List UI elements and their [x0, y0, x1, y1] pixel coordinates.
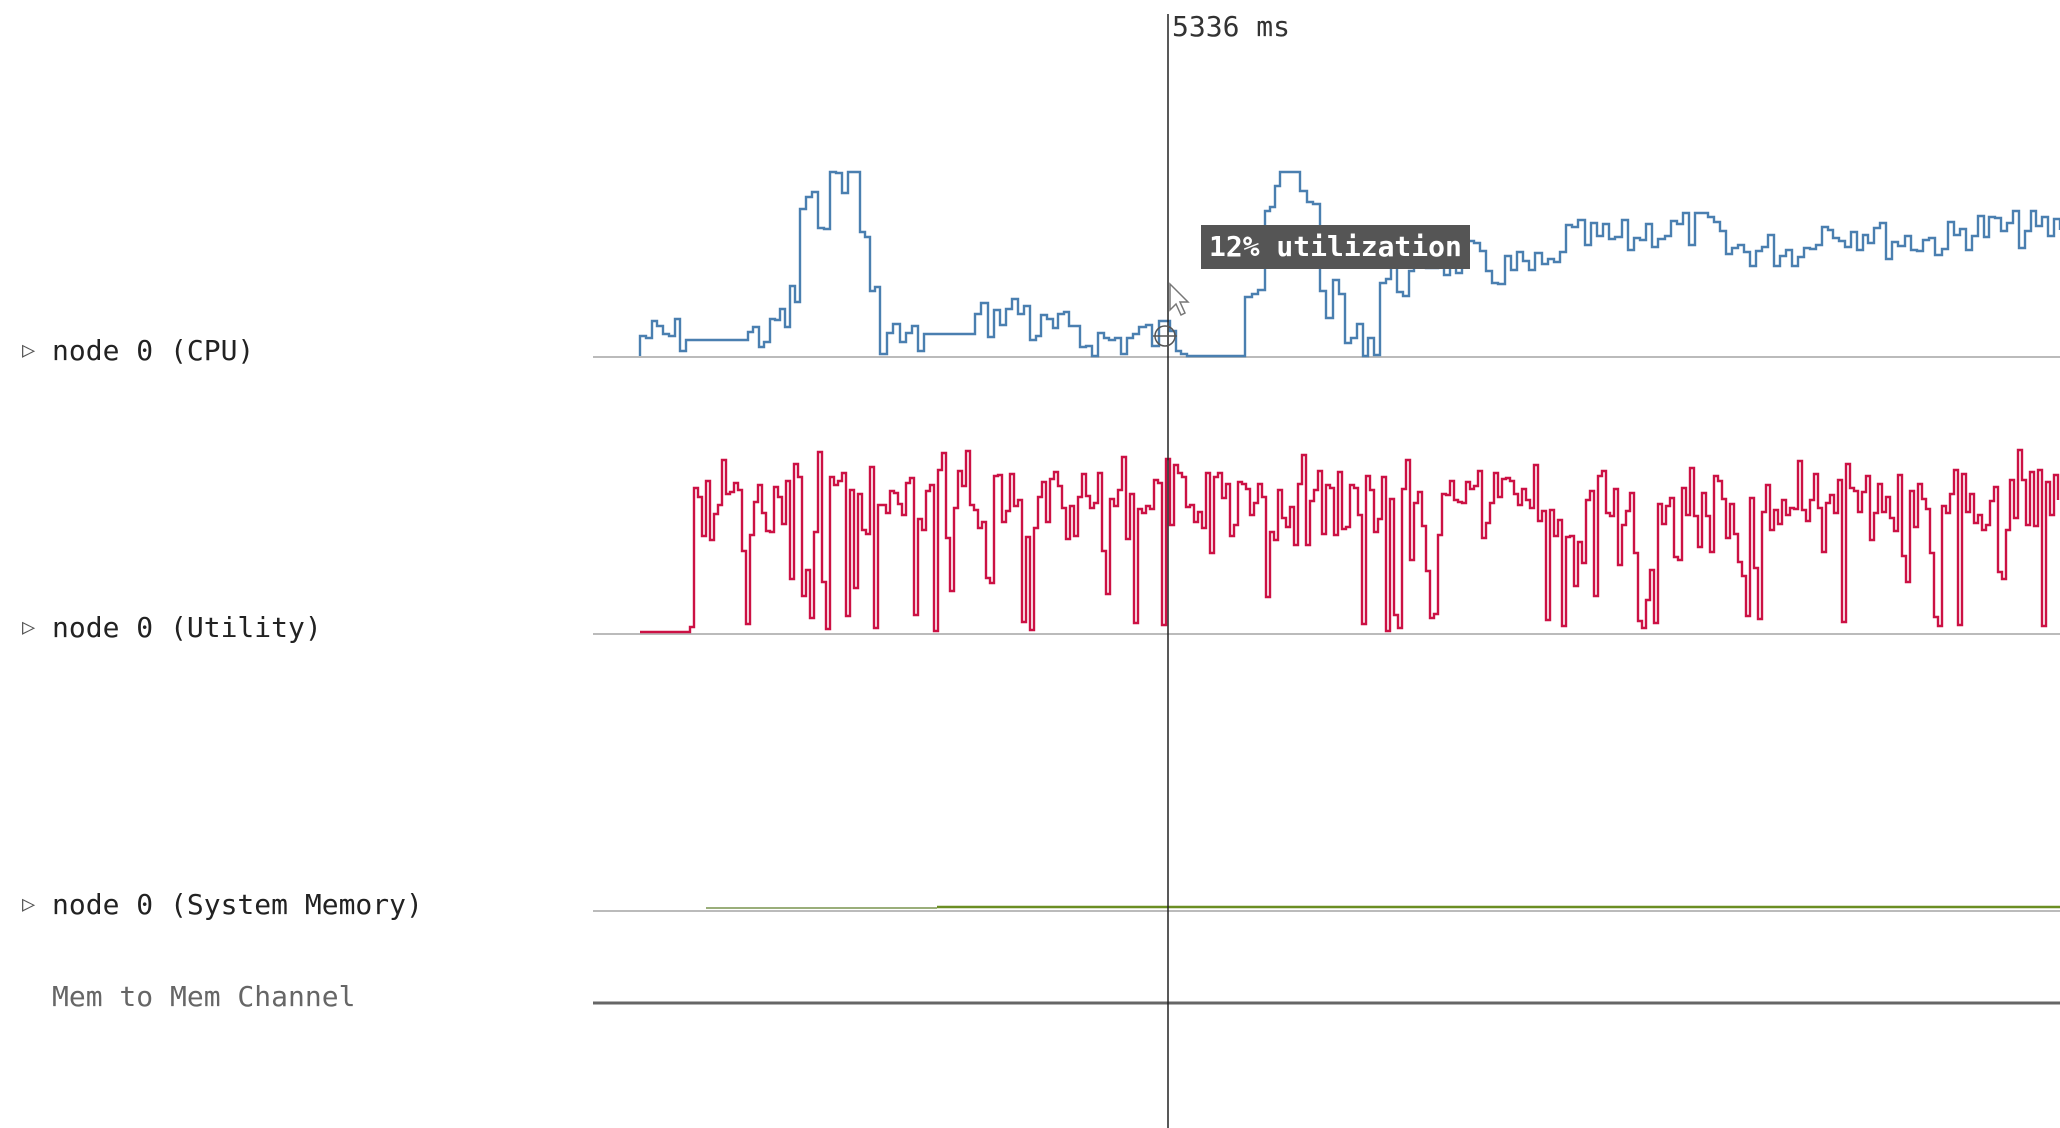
row-label-system-memory[interactable]: ▷ node 0 (System Memory) — [22, 884, 423, 924]
row-labels: ▷ node 0 (CPU) ▷ node 0 (Utility) ▷ node… — [0, 0, 592, 1128]
cursor-time-label: 5336 ms — [1172, 10, 1291, 43]
utilization-tooltip: 12% utilization — [1201, 225, 1470, 269]
triangle-right-icon[interactable]: ▷ — [22, 614, 36, 640]
row-label-text: node 0 (Utility) — [52, 610, 322, 644]
row-label-cpu[interactable]: ▷ node 0 (CPU) — [22, 330, 254, 370]
row-label-text: node 0 (System Memory) — [52, 887, 423, 921]
row-label-mem-channel: Mem to Mem Channel — [22, 976, 355, 1016]
triangle-right-icon[interactable]: ▷ — [22, 337, 36, 363]
arrow-cursor-icon — [1169, 282, 1190, 317]
utility-utilization-line[interactable] — [640, 448, 2060, 634]
row-label-text: node 0 (CPU) — [52, 333, 255, 367]
triangle-right-icon[interactable]: ▷ — [22, 891, 36, 917]
row-label-utility[interactable]: ▷ node 0 (Utility) — [22, 607, 322, 647]
row-label-text: Mem to Mem Channel — [52, 979, 356, 1013]
